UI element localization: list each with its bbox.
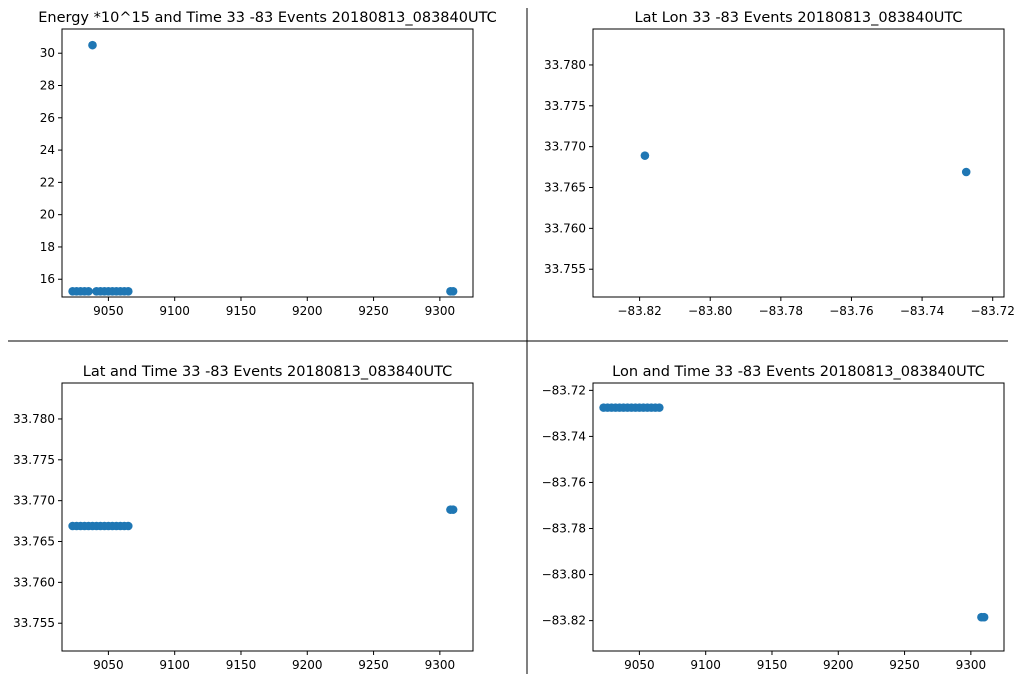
y-tick-label-lat-lon: 33.775 [544, 99, 586, 113]
x-tick-label-lat-time: 9200 [292, 658, 323, 672]
plot-frame-lat-lon [592, 28, 1005, 298]
x-tick-label-energy-time: 9250 [358, 304, 389, 318]
data-point-energy-time [88, 40, 97, 50]
plot-frame-lon-time [592, 382, 1005, 652]
y-tick-label-lat-time: 33.760 [13, 575, 55, 589]
x-tick-label-lat-time: 9150 [226, 658, 257, 672]
x-tick-label-energy-time: 9050 [93, 304, 124, 318]
data-point-energy-time [448, 287, 458, 296]
x-tick-label-lat-lon: −83.78 [759, 304, 803, 318]
x-tick-label-lon-time: 9250 [889, 658, 920, 672]
panel-energy-time: Energy *10^15 and Time 33 -83 Events 201… [38, 10, 496, 318]
y-tick-label-energy-time: 18 [40, 240, 55, 254]
x-tick-label-lon-time: 9200 [823, 658, 854, 672]
x-tick-label-lat-time: 9100 [159, 658, 190, 672]
x-tick-label-lat-lon: −83.80 [688, 304, 732, 318]
x-tick-label-lat-lon: −83.82 [617, 304, 661, 318]
panel-lat-time: Lat and Time 33 -83 Events 20180813_0838… [13, 364, 474, 672]
x-tick-label-lat-lon: −83.72 [970, 304, 1014, 318]
x-tick-label-lon-time: 9300 [956, 658, 987, 672]
data-point-lon-time [979, 612, 989, 622]
data-point-energy-time [84, 287, 93, 296]
y-tick-label-lon-time: −83.76 [542, 475, 586, 489]
y-tick-label-energy-time: 16 [40, 272, 55, 286]
chart-title-lon-time: Lon and Time 33 -83 Events 20180813_0838… [612, 364, 985, 380]
x-tick-label-energy-time: 9200 [292, 304, 323, 318]
x-tick-label-energy-time: 9150 [226, 304, 257, 318]
y-tick-label-energy-time: 30 [40, 46, 55, 60]
y-tick-label-lat-time: 33.765 [13, 535, 55, 549]
y-tick-label-lat-lon: 33.765 [544, 181, 586, 195]
panels: Energy *10^15 and Time 33 -83 Events 201… [13, 10, 1015, 672]
y-tick-label-lat-lon: 33.760 [544, 221, 586, 235]
x-tick-label-energy-time: 9100 [159, 304, 190, 318]
x-tick-label-energy-time: 9300 [425, 304, 456, 318]
x-tick-label-lon-time: 9100 [690, 658, 721, 672]
y-tick-label-lon-time: −83.74 [542, 429, 586, 443]
y-tick-label-lat-time: 33.770 [13, 494, 55, 508]
y-tick-label-energy-time: 22 [40, 175, 55, 189]
x-tick-label-lat-lon: −83.76 [829, 304, 873, 318]
y-tick-label-lat-lon: 33.755 [544, 262, 586, 276]
y-tick-label-lat-time: 33.755 [13, 616, 55, 630]
y-tick-label-lat-time: 33.775 [13, 453, 55, 467]
x-tick-label-lon-time: 9150 [757, 658, 788, 672]
chart-title-energy-time: Energy *10^15 and Time 33 -83 Events 201… [38, 10, 496, 26]
y-tick-label-energy-time: 20 [40, 208, 55, 222]
y-tick-label-lon-time: −83.80 [542, 568, 586, 582]
chart-title-lat-time: Lat and Time 33 -83 Events 20180813_0838… [83, 364, 452, 380]
x-tick-label-lat-time: 9050 [93, 658, 124, 672]
data-point-lat-lon [961, 167, 971, 177]
x-tick-label-lat-time: 9250 [358, 658, 389, 672]
data-point-lat-time [448, 505, 458, 514]
plot-frame-energy-time [61, 28, 474, 298]
y-tick-label-lat-time: 33.780 [13, 412, 55, 426]
y-tick-label-lat-lon: 33.780 [544, 58, 586, 72]
chart-title-lat-lon: Lat Lon 33 -83 Events 20180813_083840UTC [635, 10, 963, 26]
data-point-lon-time [654, 403, 664, 412]
y-tick-label-lon-time: −83.72 [542, 383, 586, 397]
y-tick-label-lon-time: −83.78 [542, 522, 586, 536]
data-point-energy-time [123, 287, 133, 296]
y-tick-label-energy-time: 24 [40, 143, 55, 157]
panel-lat-lon: Lat Lon 33 -83 Events 20180813_083840UTC… [544, 10, 1015, 318]
x-tick-label-lat-time: 9300 [425, 658, 456, 672]
panel-lon-time: Lon and Time 33 -83 Events 20180813_0838… [542, 364, 1005, 672]
y-tick-label-lat-lon: 33.770 [544, 140, 586, 154]
y-tick-label-energy-time: 28 [40, 79, 55, 93]
x-tick-label-lat-lon: −83.74 [900, 304, 944, 318]
y-tick-label-energy-time: 26 [40, 111, 55, 125]
data-point-lat-time [123, 521, 133, 531]
y-tick-label-lon-time: −83.82 [542, 614, 586, 628]
x-tick-label-lon-time: 9050 [624, 658, 655, 672]
plot-frame-lat-time [61, 382, 474, 652]
data-point-lat-lon [640, 151, 650, 160]
